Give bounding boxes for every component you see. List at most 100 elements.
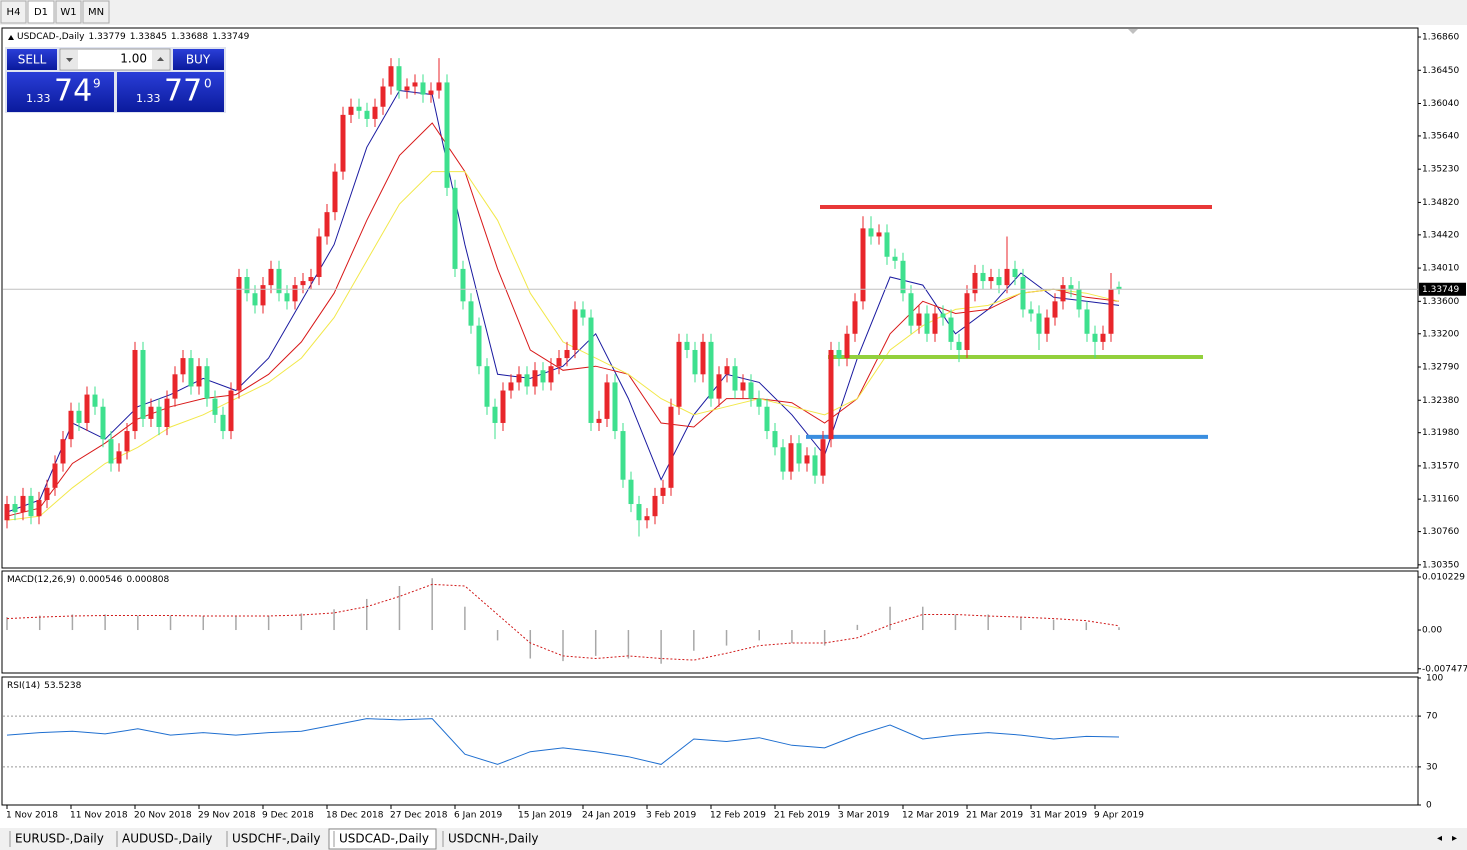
x-tick-label: 27 Dec 2018 (390, 811, 448, 821)
lot-value[interactable]: 1.00 (120, 52, 147, 66)
x-tick-label: 21 Feb 2019 (774, 811, 830, 821)
timeframe-label[interactable]: H4 (7, 7, 21, 18)
y-tick-label: 0.010229 (1422, 573, 1465, 583)
y-tick-label: 1.36040 (1422, 99, 1459, 109)
candle-body (292, 285, 298, 302)
candle-body (916, 313, 922, 326)
timeframe-label[interactable]: W1 (60, 7, 76, 18)
y-tick-label: 1.33200 (1422, 329, 1459, 339)
candle-body (364, 110, 370, 119)
candle-body (908, 293, 914, 326)
symbol-tab[interactable]: EURUSD-,Daily (15, 832, 104, 846)
candle-body (900, 260, 906, 294)
candle-body (268, 268, 274, 286)
header-value: 1.33845 (130, 32, 167, 42)
candle-body (556, 358, 562, 367)
candle-body (516, 374, 522, 383)
timeframe-button[interactable] (27, 0, 55, 24)
candle-body (892, 256, 898, 261)
y-tick-label: 1.30760 (1422, 527, 1459, 537)
symbol-tab[interactable]: USDCAD-,Daily (339, 832, 429, 846)
candle-body (780, 447, 786, 472)
candle-body (140, 349, 146, 419)
candle-body (628, 479, 634, 505)
x-tick-label: 3 Feb 2019 (646, 811, 697, 821)
y-tick-label: 1.30350 (1422, 560, 1459, 570)
symbol-tab[interactable]: USDCHF-,Daily (232, 832, 320, 846)
lot-input[interactable] (59, 48, 171, 71)
timeframe-label[interactable]: D1 (34, 7, 48, 18)
candle-body (1028, 309, 1034, 314)
candle-body (1092, 333, 1098, 342)
timeframe-label[interactable]: MN (88, 7, 104, 18)
candle-body (996, 277, 1002, 286)
candle-body (572, 309, 578, 350)
header-value: 1.33688 (171, 32, 208, 42)
x-tick-label: 31 Mar 2019 (1030, 811, 1087, 821)
tab-scroll-right[interactable]: ▸ (1452, 833, 1457, 844)
candle-body (1060, 285, 1066, 302)
candle-body (36, 499, 42, 517)
candle-body (300, 281, 306, 286)
candle-body (940, 313, 946, 318)
y-tick-label: 1.34820 (1422, 198, 1459, 208)
sell-button[interactable] (7, 49, 57, 70)
timeframe-button[interactable] (55, 0, 82, 24)
candle-body (748, 382, 754, 399)
moving-average (6, 122, 1120, 517)
x-tick-label: 18 Dec 2018 (326, 811, 384, 821)
candle-body (1084, 309, 1090, 334)
symbol-tab[interactable]: USDCNH-,Daily (448, 832, 539, 846)
x-tick-label: 6 Jan 2019 (454, 811, 502, 821)
ask-box[interactable] (117, 72, 224, 112)
buy-button[interactable] (173, 49, 224, 70)
candle-body (324, 212, 330, 237)
y-tick-label: 1.32380 (1422, 396, 1459, 406)
candle-body (860, 228, 866, 302)
y-tick-label: 1.36860 (1422, 33, 1459, 43)
timeframe-button[interactable] (82, 0, 110, 24)
candle-body (124, 431, 130, 452)
rsi-panel (1, 676, 1419, 806)
x-tick-label: 20 Nov 2018 (134, 811, 192, 821)
header-symbol: USDCAD-,Daily (17, 32, 85, 42)
candle-body (316, 236, 322, 278)
y-tick-label: 1.36450 (1422, 66, 1459, 76)
macd-panel (1, 570, 1419, 674)
sell-label[interactable]: SELL (18, 53, 47, 67)
candle-body (420, 82, 426, 95)
indicator-header: MACD(12,26,9) 0.000546 0.000808 (7, 575, 170, 585)
candle-body (1004, 268, 1010, 286)
candle-body (548, 366, 554, 383)
candle-body (108, 439, 114, 464)
collapse-icon[interactable] (8, 35, 14, 40)
header-value: 1.33749 (212, 32, 249, 42)
symbol-tab[interactable]: AUDUSD-,Daily (122, 832, 212, 846)
candle-body (484, 366, 490, 407)
up-arrow (157, 57, 164, 61)
candle-body (868, 228, 874, 237)
candle-body (740, 382, 746, 391)
y-tick-label: 1.34420 (1422, 230, 1459, 240)
candle-body (188, 358, 194, 387)
candle-body (76, 410, 82, 423)
buy-label[interactable]: BUY (186, 53, 211, 67)
candle-body (804, 455, 810, 464)
candle-body (844, 333, 850, 359)
ask-big: 1.33 (136, 92, 161, 105)
candle-body (540, 370, 546, 383)
y-tick-label: 1.32790 (1422, 363, 1459, 373)
y-tick-label: 1.31980 (1422, 428, 1459, 438)
timeframe-button[interactable] (0, 0, 27, 24)
candle-body (580, 309, 586, 318)
tab-scroll-left[interactable]: ◂ (1437, 833, 1442, 844)
candle-body (396, 66, 402, 91)
active-tab-bg (328, 828, 437, 850)
candle-body (700, 341, 706, 375)
candle-body (116, 451, 122, 464)
candle-body (492, 406, 498, 423)
candle-body (964, 293, 970, 350)
candle-body (796, 443, 802, 464)
bid-box[interactable] (7, 72, 114, 112)
candle-body (644, 516, 650, 521)
